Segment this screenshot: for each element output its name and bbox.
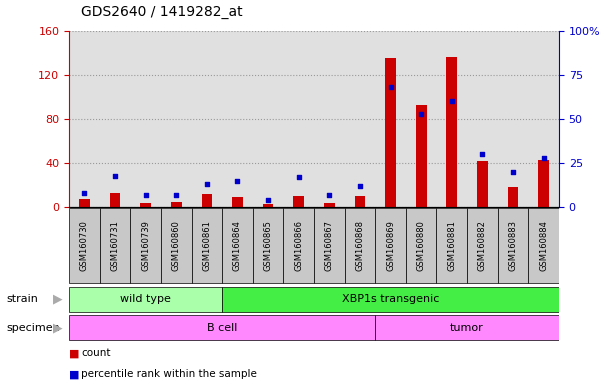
Bar xyxy=(293,196,304,207)
Bar xyxy=(447,57,457,207)
FancyBboxPatch shape xyxy=(100,208,130,283)
Text: ■: ■ xyxy=(69,369,79,379)
FancyBboxPatch shape xyxy=(375,208,406,283)
FancyBboxPatch shape xyxy=(130,208,161,283)
Text: GSM160868: GSM160868 xyxy=(355,220,364,271)
Bar xyxy=(201,194,212,207)
Point xyxy=(141,192,150,198)
FancyBboxPatch shape xyxy=(406,208,436,283)
Text: GSM160884: GSM160884 xyxy=(539,220,548,271)
Bar xyxy=(140,203,151,207)
Point xyxy=(416,111,426,117)
Point xyxy=(355,183,365,189)
Text: GSM160881: GSM160881 xyxy=(447,220,456,271)
Bar xyxy=(508,187,519,207)
Text: GSM160730: GSM160730 xyxy=(80,220,89,271)
Text: strain: strain xyxy=(6,294,38,304)
Text: GSM160861: GSM160861 xyxy=(203,220,212,271)
Point xyxy=(508,169,518,175)
Point xyxy=(263,197,273,204)
Point xyxy=(171,192,181,198)
Text: ▶: ▶ xyxy=(53,293,63,306)
Bar xyxy=(385,58,396,207)
Text: ■: ■ xyxy=(69,348,79,358)
Text: wild type: wild type xyxy=(120,294,171,304)
FancyBboxPatch shape xyxy=(314,208,344,283)
Text: GSM160739: GSM160739 xyxy=(141,220,150,271)
Point xyxy=(386,84,395,90)
Bar xyxy=(109,193,120,207)
FancyBboxPatch shape xyxy=(161,208,192,283)
Text: GSM160865: GSM160865 xyxy=(264,220,273,271)
Text: GSM160883: GSM160883 xyxy=(508,220,517,271)
Point xyxy=(294,174,304,180)
Text: count: count xyxy=(81,348,111,358)
FancyBboxPatch shape xyxy=(344,208,375,283)
FancyBboxPatch shape xyxy=(253,208,284,283)
Bar xyxy=(538,160,549,207)
Text: GSM160869: GSM160869 xyxy=(386,220,395,271)
Bar xyxy=(355,196,365,207)
FancyBboxPatch shape xyxy=(69,287,222,311)
Text: ▶: ▶ xyxy=(53,321,63,334)
Text: GSM160860: GSM160860 xyxy=(172,220,181,271)
Text: GDS2640 / 1419282_at: GDS2640 / 1419282_at xyxy=(81,5,243,19)
Text: GSM160866: GSM160866 xyxy=(294,220,304,271)
FancyBboxPatch shape xyxy=(222,208,253,283)
Point xyxy=(110,172,120,179)
FancyBboxPatch shape xyxy=(375,316,559,340)
Bar xyxy=(171,202,182,207)
Text: GSM160880: GSM160880 xyxy=(416,220,426,271)
Bar xyxy=(232,197,243,207)
FancyBboxPatch shape xyxy=(498,208,528,283)
FancyBboxPatch shape xyxy=(284,208,314,283)
Point xyxy=(233,178,242,184)
Text: XBP1s transgenic: XBP1s transgenic xyxy=(342,294,439,304)
Bar xyxy=(263,204,273,207)
FancyBboxPatch shape xyxy=(69,316,375,340)
Bar xyxy=(477,161,488,207)
Text: GSM160867: GSM160867 xyxy=(325,220,334,271)
FancyBboxPatch shape xyxy=(69,208,100,283)
Text: percentile rank within the sample: percentile rank within the sample xyxy=(81,369,257,379)
Text: GSM160731: GSM160731 xyxy=(111,220,120,271)
Bar xyxy=(416,105,427,207)
Point xyxy=(539,155,549,161)
FancyBboxPatch shape xyxy=(192,208,222,283)
Point xyxy=(447,98,457,104)
Text: specimen: specimen xyxy=(6,323,59,333)
FancyBboxPatch shape xyxy=(436,208,467,283)
Point xyxy=(202,181,212,187)
Text: tumor: tumor xyxy=(450,323,484,333)
FancyBboxPatch shape xyxy=(528,208,559,283)
Text: B cell: B cell xyxy=(207,323,237,333)
FancyBboxPatch shape xyxy=(222,287,559,311)
Point xyxy=(478,151,487,157)
Text: GSM160864: GSM160864 xyxy=(233,220,242,271)
Bar xyxy=(79,199,90,207)
Bar xyxy=(324,203,335,207)
FancyBboxPatch shape xyxy=(467,208,498,283)
Text: GSM160882: GSM160882 xyxy=(478,220,487,271)
Point xyxy=(325,192,334,198)
Point xyxy=(79,190,89,196)
